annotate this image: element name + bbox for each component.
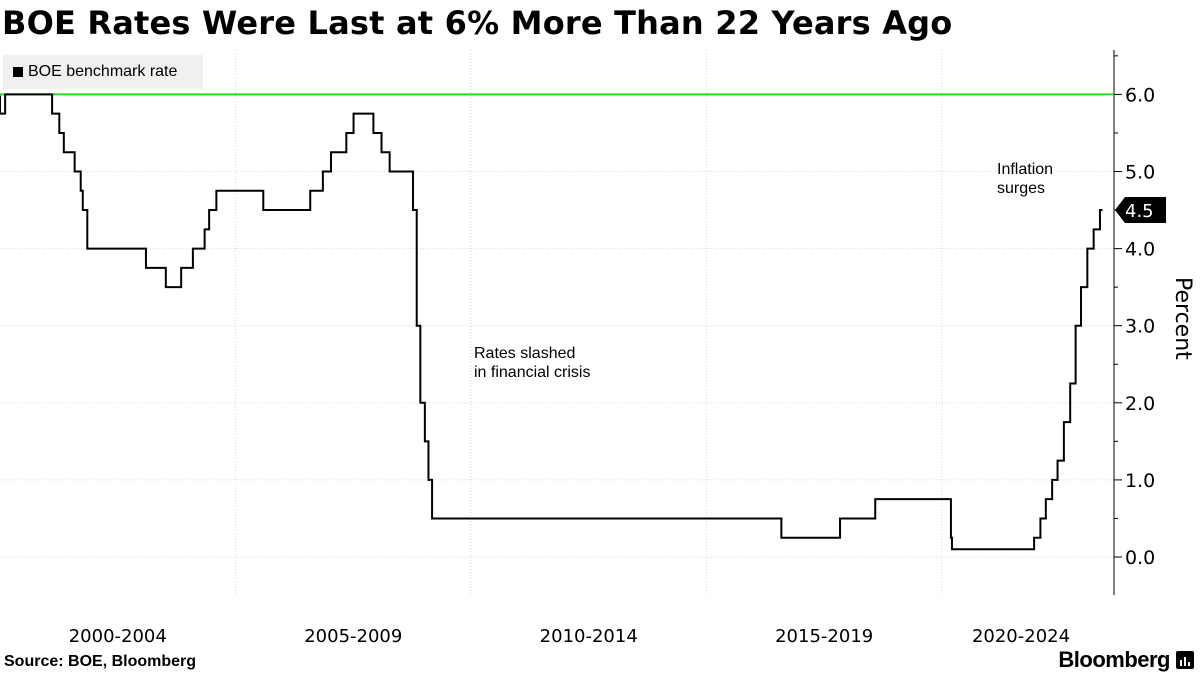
x-tick-label: 2005-2009 bbox=[304, 626, 402, 647]
y-tick-label: 2.0 bbox=[1125, 393, 1155, 415]
legend-label: BOE benchmark rate bbox=[28, 63, 178, 80]
x-axis: 2000-2004 2005-2009 2010-2014 2015-2019 2020… bbox=[69, 626, 1070, 647]
x-tick-label: 2000-2004 bbox=[69, 626, 167, 647]
y-axis: 0.0 1.0 2.0 3.0 4.0 5.0 6.0 bbox=[1113, 50, 1155, 595]
y-axis-label: Percent bbox=[1170, 277, 1195, 360]
last-value-label: 4.5 bbox=[1125, 201, 1154, 222]
series-line-boe-rate bbox=[0, 93, 1103, 551]
last-value-tag bbox=[1115, 197, 1166, 224]
y-tick-label: 5.0 bbox=[1125, 162, 1155, 184]
annotation-line: Rates slashed bbox=[474, 345, 575, 362]
annotation-line: surges bbox=[997, 180, 1045, 197]
y-tick-label: 6.0 bbox=[1125, 84, 1155, 106]
annotations: Rates slashed in financial crisis Inflatio… bbox=[474, 161, 1053, 381]
source-note: Source: BOE, Bloomberg bbox=[4, 653, 197, 670]
y-tick-label: 1.0 bbox=[1125, 470, 1155, 492]
bloomberg-icon bbox=[1176, 651, 1194, 669]
legend-swatch bbox=[13, 67, 23, 77]
x-tick-label: 2015-2019 bbox=[775, 626, 873, 647]
annotation-text: Inflation surges bbox=[997, 161, 1053, 197]
y-tick-label: 0.0 bbox=[1125, 547, 1155, 569]
legend: BOE benchmark rate bbox=[3, 55, 203, 89]
brand-logo: Bloomberg bbox=[1058, 647, 1170, 672]
x-tick-label: 2020-2024 bbox=[972, 626, 1070, 647]
y-tick-label: 3.0 bbox=[1125, 316, 1155, 338]
annotation-line: in financial crisis bbox=[474, 364, 590, 381]
grid bbox=[0, 50, 1113, 595]
y-tick-label: 4.0 bbox=[1125, 239, 1155, 261]
chart-title: BOE Rates Were Last at 6% More Than 22 Y… bbox=[2, 4, 953, 42]
x-tick-label: 2010-2014 bbox=[540, 626, 638, 647]
annotation-text: Rates slashed in financial crisis bbox=[474, 345, 590, 381]
annotation-line: Inflation bbox=[997, 161, 1053, 178]
last-value-marker: 4.5 bbox=[1115, 197, 1166, 224]
